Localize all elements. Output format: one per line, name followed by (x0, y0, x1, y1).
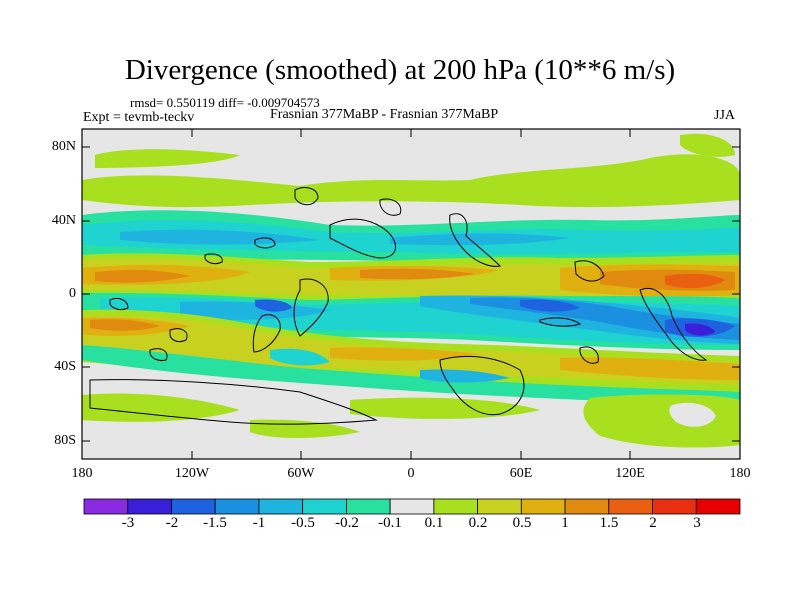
x-tick-label: 180 (729, 466, 751, 481)
field-patch (82, 393, 240, 422)
field-patch (665, 273, 725, 289)
x-tick-label: 60W (287, 466, 315, 481)
coastline (294, 187, 319, 206)
colorbar-swatch (127, 498, 172, 515)
field-patch (360, 268, 475, 280)
field-patch (560, 357, 740, 380)
field-patch (685, 323, 715, 336)
colorbar-swatch (477, 498, 522, 515)
map-field (82, 129, 740, 459)
coastline (329, 218, 396, 259)
coastline (449, 213, 502, 267)
colorbar-label: -0.5 (291, 515, 315, 531)
y-tick-label: 80S (54, 433, 76, 448)
colorbar-swatch (652, 498, 697, 515)
colorbar-swatch (433, 498, 478, 515)
field-patch (180, 301, 330, 320)
field-patch (95, 149, 240, 168)
coastlines (89, 187, 708, 425)
axis-ticks (81, 129, 741, 459)
x-tick-label: 0 (407, 466, 415, 481)
colorbar-label: 1 (561, 515, 569, 531)
coastline (439, 355, 525, 416)
colorbar-label: -0.1 (378, 515, 402, 531)
field-patch (390, 233, 570, 246)
field-patch (120, 229, 320, 245)
coastline (254, 237, 276, 249)
colorbar-swatch (171, 498, 216, 515)
coastline (293, 278, 329, 337)
colorbar-label: 0.1 (424, 515, 444, 531)
map-title: Divergence (smoothed) at 200 hPa (10**6 … (124, 54, 676, 86)
colorbar-swatch (608, 498, 653, 515)
coastline (109, 297, 129, 311)
stats-label: rmsd= 0.550119 diff= -0.009704573 (130, 95, 320, 110)
colorbar-label: -1.5 (203, 515, 227, 531)
colorbar-swatch (83, 498, 129, 515)
colorbar-swatch (564, 498, 610, 515)
coastline (149, 348, 168, 361)
colorbar-swatch (258, 498, 304, 515)
field-patch (350, 397, 540, 419)
coastline (169, 328, 188, 343)
colorbar-label: 1.5 (599, 515, 619, 531)
experiment-label: Expt = tevmb-teckv (83, 110, 195, 125)
coastline (252, 314, 281, 353)
field-patch (330, 347, 480, 361)
colorbar-swatch (520, 498, 566, 515)
coastline (579, 346, 599, 364)
field-patch (270, 348, 330, 366)
colorbar-label: -2 (165, 515, 179, 531)
colorbar-label: 3 (693, 515, 701, 531)
y-tick-label: 80N (51, 139, 76, 154)
colorbar-swatch (389, 498, 435, 515)
field-patch (680, 133, 735, 157)
field-patch (520, 299, 580, 312)
colorbar-swatch (695, 498, 741, 515)
y-tick-label: 0 (69, 286, 76, 301)
colorbar-label: -0.2 (335, 515, 359, 531)
x-tick-label: 120W (174, 466, 210, 481)
colorbar (83, 498, 741, 515)
colorbar-label: 0.5 (512, 515, 532, 531)
colorbar-swatch (214, 498, 260, 515)
season-label: JJA (714, 108, 736, 123)
colorbar-swatch (345, 498, 391, 515)
x-tick-label: 180 (71, 466, 93, 481)
runs-label: Frasnian 377MaBP - Frasnian 377MaBP (270, 107, 499, 122)
colorbar-label: 0.2 (468, 515, 488, 531)
colorbar-label: 2 (649, 515, 657, 531)
coastline (574, 260, 605, 282)
field-patch (82, 154, 740, 208)
field-patch (669, 402, 716, 427)
coastline (639, 288, 708, 361)
colorbar-label: -1 (252, 515, 266, 531)
coastline (379, 198, 402, 216)
coastline (539, 317, 582, 327)
y-tick-label: 40S (54, 359, 76, 374)
x-tick-label: 120E (615, 466, 645, 481)
coastline (204, 253, 223, 265)
coastline (89, 379, 378, 425)
field-patch (95, 269, 190, 283)
x-tick-label: 60E (509, 466, 533, 481)
field-patch (255, 299, 292, 312)
colorbar-swatch (302, 498, 347, 515)
colorbar-label: -3 (121, 515, 135, 531)
y-tick-label: 40N (51, 213, 76, 228)
field-patch (90, 319, 160, 331)
field-patch (82, 345, 740, 405)
